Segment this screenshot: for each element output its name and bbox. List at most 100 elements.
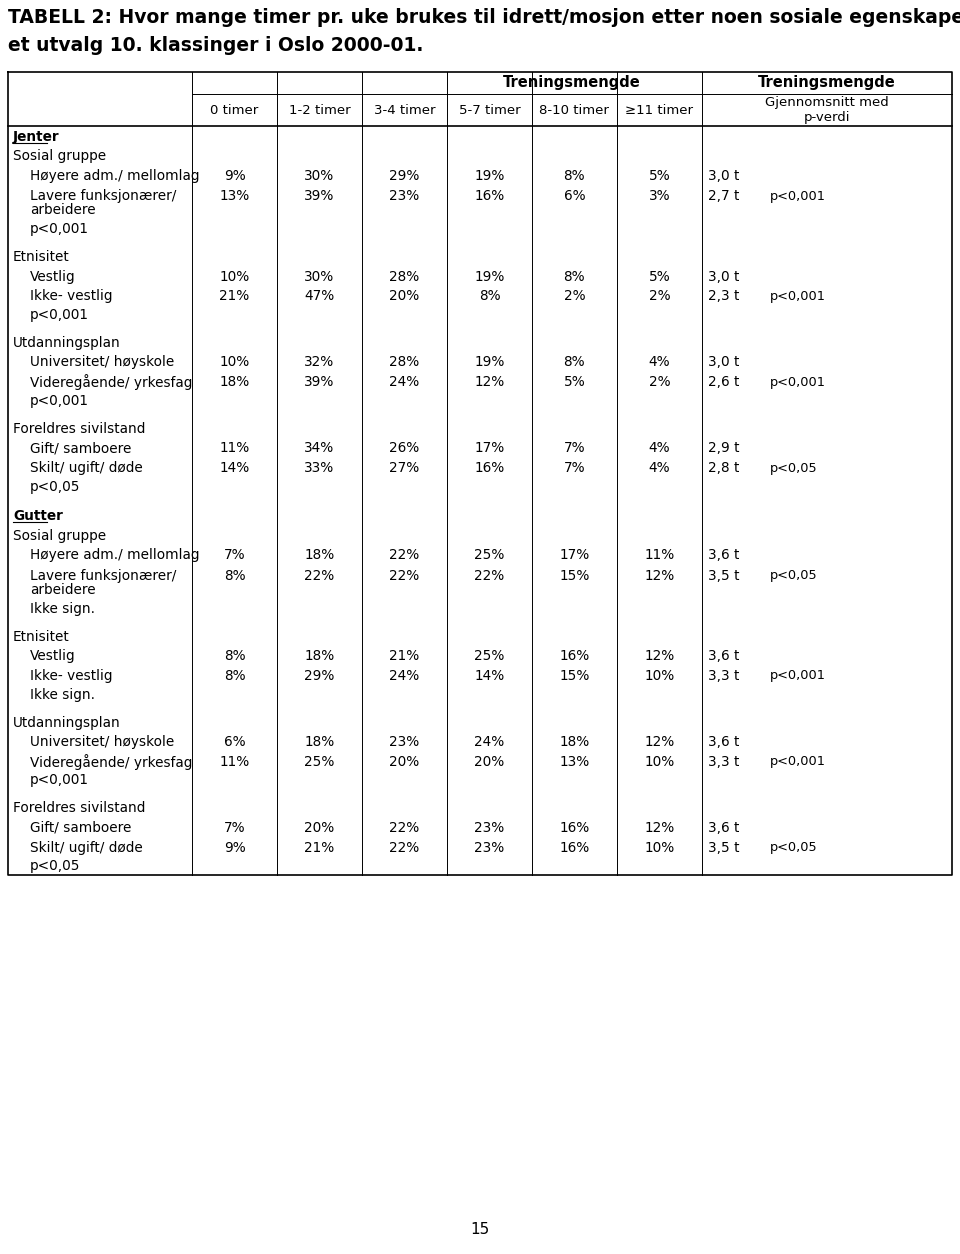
Text: 20%: 20%: [390, 290, 420, 303]
Text: p<0,001: p<0,001: [30, 774, 89, 788]
Text: 17%: 17%: [474, 441, 505, 455]
Text: 21%: 21%: [390, 650, 420, 663]
Text: 21%: 21%: [304, 840, 335, 855]
Text: ≥11 timer: ≥11 timer: [625, 104, 693, 117]
Text: 39%: 39%: [304, 189, 335, 203]
Text: Utdanningsplan: Utdanningsplan: [13, 716, 121, 730]
Text: p<0,001: p<0,001: [30, 222, 89, 236]
Text: Gjennomsnitt med
p-verdi: Gjennomsnitt med p-verdi: [765, 97, 889, 124]
Text: 10%: 10%: [220, 355, 250, 370]
Text: 16%: 16%: [560, 840, 589, 855]
Text: 13%: 13%: [220, 189, 250, 203]
Text: Foreldres sivilstand: Foreldres sivilstand: [13, 421, 145, 436]
Text: 2,9 t: 2,9 t: [708, 441, 739, 455]
Text: 20%: 20%: [304, 820, 335, 835]
Text: 22%: 22%: [390, 840, 420, 855]
Text: p<0,05: p<0,05: [770, 841, 818, 854]
Text: 11%: 11%: [220, 755, 250, 769]
Text: 23%: 23%: [390, 189, 420, 203]
Text: Jenter: Jenter: [13, 129, 60, 143]
Text: 3,3 t: 3,3 t: [708, 755, 739, 769]
Text: 22%: 22%: [474, 568, 505, 583]
Text: 16%: 16%: [474, 189, 505, 203]
Text: p<0,001: p<0,001: [770, 755, 826, 769]
Text: p<0,001: p<0,001: [770, 189, 826, 203]
Text: 2,3 t: 2,3 t: [708, 290, 739, 303]
Text: 47%: 47%: [304, 290, 335, 303]
Text: Skilt/ ugift/ døde: Skilt/ ugift/ døde: [30, 840, 143, 855]
Text: 18%: 18%: [304, 548, 335, 562]
Text: 20%: 20%: [390, 755, 420, 769]
Text: 28%: 28%: [390, 355, 420, 370]
Text: 25%: 25%: [474, 650, 505, 663]
Text: 3-4 timer: 3-4 timer: [373, 104, 435, 117]
Text: 4%: 4%: [649, 461, 670, 475]
Text: Treningsmengde: Treningsmengde: [503, 75, 641, 90]
Text: Gutter: Gutter: [13, 509, 62, 523]
Text: 7%: 7%: [224, 548, 246, 562]
Text: 8%: 8%: [224, 568, 246, 583]
Text: 14%: 14%: [474, 668, 505, 683]
Text: 3%: 3%: [649, 189, 670, 203]
Text: p<0,001: p<0,001: [30, 394, 89, 408]
Text: Universitet/ høyskole: Universitet/ høyskole: [30, 355, 175, 370]
Text: et utvalg 10. klassinger i Oslo 2000-01.: et utvalg 10. klassinger i Oslo 2000-01.: [8, 36, 423, 55]
Text: 10%: 10%: [644, 755, 675, 769]
Text: 19%: 19%: [474, 355, 505, 370]
Text: 27%: 27%: [390, 461, 420, 475]
Text: Vestlig: Vestlig: [30, 650, 76, 663]
Text: Ikke sign.: Ikke sign.: [30, 687, 95, 701]
Text: 1-2 timer: 1-2 timer: [289, 104, 350, 117]
Text: Høyere adm./ mellomlag: Høyere adm./ mellomlag: [30, 169, 200, 183]
Text: 23%: 23%: [474, 820, 505, 835]
Text: p<0,001: p<0,001: [770, 376, 826, 389]
Text: 18%: 18%: [304, 650, 335, 663]
Text: Etnisitet: Etnisitet: [13, 251, 70, 265]
Text: 22%: 22%: [390, 548, 420, 562]
Text: 2%: 2%: [649, 290, 670, 303]
Text: 11%: 11%: [644, 548, 675, 562]
Text: 17%: 17%: [560, 548, 589, 562]
Text: 18%: 18%: [560, 735, 589, 749]
Text: 16%: 16%: [474, 461, 505, 475]
Text: 22%: 22%: [390, 568, 420, 583]
Text: arbeidere: arbeidere: [30, 203, 96, 217]
Text: TABELL 2: Hvor mange timer pr. uke brukes til idrett/mosjon etter noen sosiale e: TABELL 2: Hvor mange timer pr. uke bruke…: [8, 8, 960, 28]
Text: 3,5 t: 3,5 t: [708, 568, 739, 583]
Text: Gift/ samboere: Gift/ samboere: [30, 820, 132, 835]
Text: 18%: 18%: [304, 735, 335, 749]
Text: 15: 15: [470, 1223, 490, 1238]
Text: 10%: 10%: [644, 668, 675, 683]
Text: Skilt/ ugift/ døde: Skilt/ ugift/ døde: [30, 461, 143, 475]
Text: p<0,001: p<0,001: [30, 308, 89, 322]
Text: 16%: 16%: [560, 820, 589, 835]
Text: 13%: 13%: [560, 755, 589, 769]
Text: p<0,05: p<0,05: [30, 859, 81, 873]
Text: 12%: 12%: [644, 568, 675, 583]
Text: Videregående/ yrkesfag: Videregående/ yrkesfag: [30, 375, 192, 390]
Text: 18%: 18%: [220, 375, 250, 389]
Text: 12%: 12%: [474, 375, 505, 389]
Text: 2%: 2%: [564, 290, 586, 303]
Text: 3,6 t: 3,6 t: [708, 820, 739, 835]
Text: 32%: 32%: [304, 355, 335, 370]
Text: 15%: 15%: [560, 568, 589, 583]
Text: 9%: 9%: [224, 169, 246, 183]
Text: 5%: 5%: [649, 169, 670, 183]
Text: 34%: 34%: [304, 441, 335, 455]
Text: 10%: 10%: [220, 270, 250, 283]
Text: 2,6 t: 2,6 t: [708, 375, 739, 389]
Text: Utdanningsplan: Utdanningsplan: [13, 336, 121, 350]
Text: 30%: 30%: [304, 169, 335, 183]
Text: Ikke sign.: Ikke sign.: [30, 602, 95, 616]
Text: 28%: 28%: [390, 270, 420, 283]
Text: 24%: 24%: [390, 375, 420, 389]
Text: 4%: 4%: [649, 355, 670, 370]
Text: 8%: 8%: [564, 270, 586, 283]
Text: 3,3 t: 3,3 t: [708, 668, 739, 683]
Text: p<0,05: p<0,05: [30, 480, 81, 494]
Text: 3,6 t: 3,6 t: [708, 735, 739, 749]
Text: 8%: 8%: [479, 290, 500, 303]
Text: Vestlig: Vestlig: [30, 270, 76, 283]
Text: p<0,001: p<0,001: [770, 670, 826, 682]
